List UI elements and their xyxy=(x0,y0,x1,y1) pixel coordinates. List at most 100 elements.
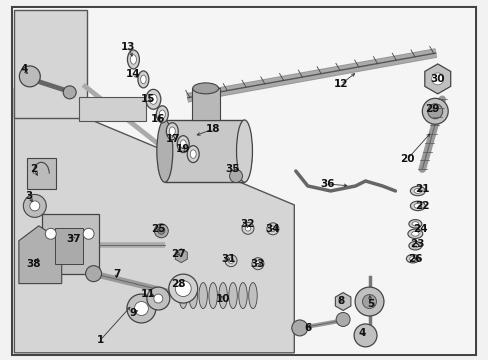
Ellipse shape xyxy=(192,83,218,94)
Ellipse shape xyxy=(427,104,442,119)
Ellipse shape xyxy=(408,242,421,250)
Bar xyxy=(79,97,145,121)
Text: 5: 5 xyxy=(366,298,373,309)
Ellipse shape xyxy=(188,283,197,309)
Ellipse shape xyxy=(411,244,418,248)
Text: 3: 3 xyxy=(25,191,32,201)
Bar xyxy=(27,158,56,189)
Ellipse shape xyxy=(269,226,275,231)
Ellipse shape xyxy=(179,283,187,309)
Circle shape xyxy=(175,280,191,297)
Text: 8: 8 xyxy=(336,296,344,306)
Text: 13: 13 xyxy=(121,41,136,51)
FancyBboxPatch shape xyxy=(12,7,475,355)
Text: 19: 19 xyxy=(176,144,190,154)
Ellipse shape xyxy=(190,150,196,158)
Bar xyxy=(55,228,82,264)
Ellipse shape xyxy=(156,106,168,123)
Text: 23: 23 xyxy=(409,239,424,249)
Ellipse shape xyxy=(228,283,237,309)
Polygon shape xyxy=(41,214,99,274)
Ellipse shape xyxy=(413,203,421,208)
Text: 1: 1 xyxy=(96,336,103,345)
Text: 37: 37 xyxy=(66,234,81,244)
Ellipse shape xyxy=(141,75,146,84)
Text: 27: 27 xyxy=(171,249,185,259)
Text: 10: 10 xyxy=(215,293,230,303)
Bar xyxy=(192,88,219,120)
Ellipse shape xyxy=(255,261,260,266)
Text: 28: 28 xyxy=(171,279,185,289)
Circle shape xyxy=(229,170,242,183)
Text: 25: 25 xyxy=(151,224,165,234)
Ellipse shape xyxy=(208,283,217,309)
Text: 12: 12 xyxy=(333,79,347,89)
Circle shape xyxy=(20,66,40,87)
FancyBboxPatch shape xyxy=(14,8,473,353)
Text: 17: 17 xyxy=(165,134,180,144)
Text: 22: 22 xyxy=(414,201,428,211)
Circle shape xyxy=(85,266,102,282)
Circle shape xyxy=(353,324,376,347)
Circle shape xyxy=(63,86,76,99)
Ellipse shape xyxy=(187,146,199,163)
Text: 18: 18 xyxy=(205,124,220,134)
Text: 29: 29 xyxy=(424,104,439,114)
Ellipse shape xyxy=(177,136,189,153)
Text: 35: 35 xyxy=(225,164,240,174)
Text: 6: 6 xyxy=(304,323,311,333)
Ellipse shape xyxy=(130,55,136,64)
Text: 20: 20 xyxy=(399,154,414,164)
Circle shape xyxy=(291,320,307,336)
Text: 4: 4 xyxy=(358,328,366,338)
Ellipse shape xyxy=(408,220,421,228)
Ellipse shape xyxy=(409,257,415,261)
Text: 11: 11 xyxy=(141,289,155,298)
Ellipse shape xyxy=(166,123,178,140)
Circle shape xyxy=(127,294,156,323)
Ellipse shape xyxy=(159,110,165,118)
Ellipse shape xyxy=(422,98,447,124)
Ellipse shape xyxy=(242,222,253,234)
Text: 36: 36 xyxy=(320,179,334,189)
Text: 2: 2 xyxy=(30,164,38,174)
Text: 26: 26 xyxy=(407,254,422,264)
Ellipse shape xyxy=(409,186,425,196)
Ellipse shape xyxy=(409,201,425,211)
Circle shape xyxy=(154,224,168,238)
Circle shape xyxy=(354,287,383,316)
Ellipse shape xyxy=(145,89,161,109)
Circle shape xyxy=(30,201,40,211)
Ellipse shape xyxy=(411,222,418,226)
Text: 32: 32 xyxy=(240,219,255,229)
Polygon shape xyxy=(14,88,294,353)
Ellipse shape xyxy=(413,189,421,193)
Ellipse shape xyxy=(149,94,157,104)
Circle shape xyxy=(23,194,46,217)
Ellipse shape xyxy=(157,120,172,182)
Polygon shape xyxy=(14,10,86,118)
Polygon shape xyxy=(19,226,61,284)
Ellipse shape xyxy=(248,283,257,309)
Text: 34: 34 xyxy=(265,224,280,234)
Text: 7: 7 xyxy=(113,269,120,279)
Bar xyxy=(164,120,244,183)
Text: 15: 15 xyxy=(141,94,155,104)
Ellipse shape xyxy=(406,255,419,263)
Ellipse shape xyxy=(138,71,148,88)
Ellipse shape xyxy=(180,140,186,148)
Text: 16: 16 xyxy=(151,114,165,124)
Text: 21: 21 xyxy=(414,184,428,194)
Ellipse shape xyxy=(224,255,237,267)
Ellipse shape xyxy=(219,283,227,309)
Text: 33: 33 xyxy=(250,259,264,269)
Ellipse shape xyxy=(407,229,422,239)
Text: 31: 31 xyxy=(221,254,235,264)
Circle shape xyxy=(431,73,443,85)
Circle shape xyxy=(83,228,94,239)
Circle shape xyxy=(168,274,197,303)
Ellipse shape xyxy=(199,283,207,309)
Circle shape xyxy=(146,287,169,310)
Ellipse shape xyxy=(245,226,250,231)
Ellipse shape xyxy=(266,223,278,235)
